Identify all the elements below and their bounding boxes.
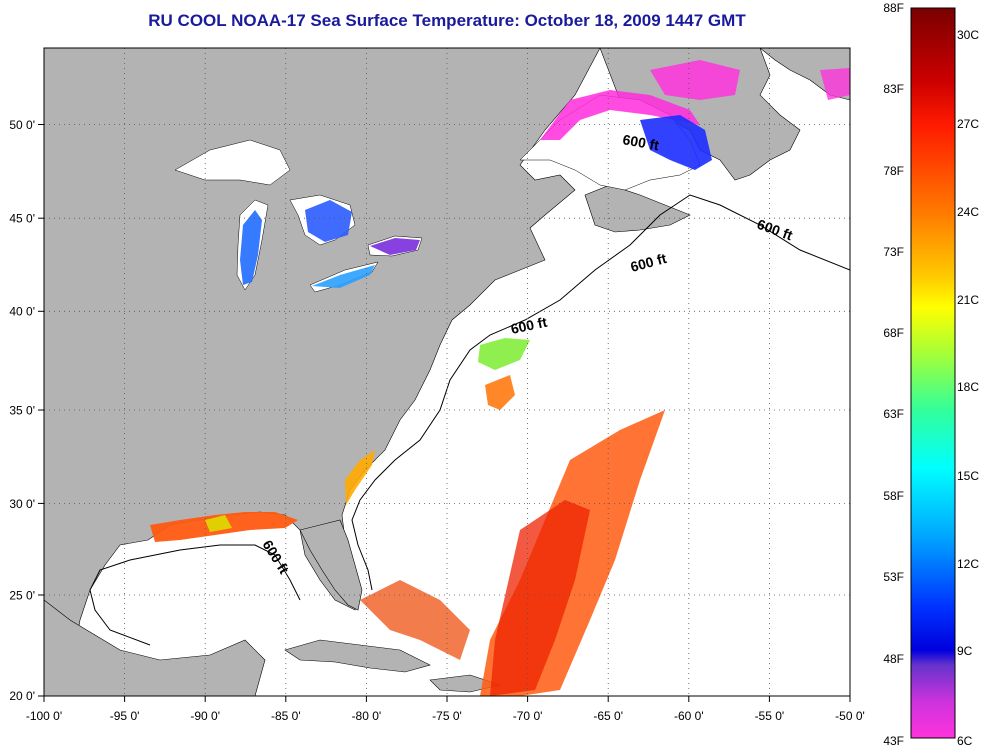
colorbar-f-label: 83F	[883, 82, 904, 96]
colorbar-f-label: 48F	[883, 652, 904, 666]
lon-tick-label: -65 0'	[593, 709, 623, 723]
colorbar-c-label: 18C	[957, 380, 979, 394]
lon-tick-label: -100 0'	[26, 709, 62, 723]
sst-newfoundland-pink	[650, 60, 740, 100]
colorbar-c-label: 27C	[957, 117, 979, 131]
map-title: RU COOL NOAA-17 Sea Surface Temperature:…	[148, 11, 746, 30]
colorbar-c-label: 21C	[957, 293, 979, 307]
lake-superior	[174, 139, 291, 186]
sst-carolina-coast	[345, 450, 375, 505]
colorbar-f-label: 73F	[883, 245, 904, 259]
tick-marks	[38, 124, 851, 702]
lon-tick-label: -55 0'	[755, 709, 785, 723]
lon-tick-label: -95 0'	[110, 709, 140, 723]
land-cuba	[284, 639, 431, 673]
land-north-america	[44, 48, 601, 696]
colorbar-c-label: 9C	[957, 644, 973, 658]
colorbar-f-label: 53F	[883, 570, 904, 584]
isobath-600ft	[89, 194, 850, 646]
lat-tick-label: 25 0'	[9, 589, 35, 603]
sst-gulf-st-lawrence	[540, 90, 700, 140]
sst-mid-atlantic	[478, 338, 530, 370]
colorbar-f-label: 43F	[883, 734, 904, 748]
colorbar-f-labels: 88F 83F 78F 73F 68F 63F 58F 53F 48F 43F	[883, 1, 904, 748]
colorbar-c-labels: 30C 27C 24C 21C 18C 15C 12C 9C 6C	[957, 28, 979, 748]
sst-gulf-coast-yellow	[205, 515, 232, 532]
colorbar-c-label: 15C	[957, 469, 979, 483]
contour-label-new-jersey: 600 ft	[509, 314, 548, 337]
sst-erie	[312, 265, 375, 288]
colorbar-f-label: 63F	[883, 407, 904, 421]
colorbar-c-label: 30C	[957, 28, 979, 42]
sst-northeast-corner	[820, 68, 850, 100]
lon-tick-label: -80 0'	[352, 709, 382, 723]
lon-tick-label: -50 0'	[835, 709, 865, 723]
lat-tick-label: 45 0'	[9, 212, 35, 226]
land-yucatan	[44, 599, 266, 696]
lat-tick-label: 35 0'	[9, 404, 35, 418]
colorbar-f-label: 58F	[883, 489, 904, 503]
lon-tick-label: -75 0'	[432, 709, 462, 723]
colorbar-c-label: 24C	[957, 205, 979, 219]
lon-tick-label: -70 0'	[513, 709, 543, 723]
sst-gulf-stream-orange	[485, 375, 515, 410]
lat-tick-labels: 50 0' 45 0' 40 0' 35 0' 30 0' 25 0' 20 0…	[9, 118, 35, 703]
lat-tick-label: 30 0'	[9, 497, 35, 511]
lon-tick-label: -60 0'	[674, 709, 704, 723]
lat-tick-label: 40 0'	[9, 305, 35, 319]
colorbar-f-label: 68F	[883, 326, 904, 340]
colorbar	[910, 7, 956, 739]
colorbar-f-label: 78F	[883, 164, 904, 178]
colorbar-c-label: 6C	[957, 734, 973, 748]
contour-label-newfoundland: 600 ft	[621, 131, 660, 153]
sst-ontario	[370, 238, 420, 255]
grid-lines	[44, 48, 850, 696]
colorbar-c-label: 12C	[957, 557, 979, 571]
sst-michigan	[240, 210, 262, 285]
lat-tick-label: 20 0'	[9, 689, 35, 703]
lon-tick-label: -85 0'	[271, 709, 301, 723]
sst-caribbean	[360, 580, 470, 660]
lat-tick-label: 50 0'	[9, 118, 35, 132]
sst-huron	[305, 200, 352, 242]
sst-gulf-st-lawrence-blue	[640, 115, 712, 170]
colorbar-f-label: 88F	[883, 1, 904, 15]
lon-tick-labels: -100 0' -95 0' -90 0' -85 0' -80 0' -75 …	[26, 709, 865, 723]
lon-tick-label: -90 0'	[190, 709, 220, 723]
sst-sargasso-red	[490, 500, 590, 696]
